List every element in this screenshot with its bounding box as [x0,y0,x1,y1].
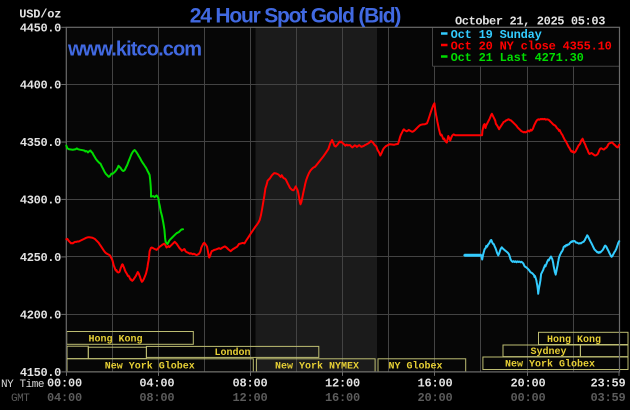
svg-text:03:59: 03:59 [590,391,625,405]
svg-text:USD/oz: USD/oz [19,8,61,22]
svg-text:London: London [214,347,250,359]
svg-text:Oct 19 Sunday: Oct 19 Sunday [451,28,542,42]
svg-text:16:00: 16:00 [417,377,452,391]
svg-text:Oct 20 NY close 4355.10: Oct 20 NY close 4355.10 [451,39,612,53]
svg-text:12:00: 12:00 [232,391,267,405]
svg-text:Sydney: Sydney [530,346,566,358]
svg-text:24 Hour Spot Gold (Bid): 24 Hour Spot Gold (Bid) [190,4,401,27]
svg-text:08:00: 08:00 [139,391,174,405]
svg-text:04:00: 04:00 [47,391,82,405]
svg-text:Oct 21 Last 4271.30: Oct 21 Last 4271.30 [451,51,584,65]
svg-text:New York Globex: New York Globex [505,359,595,371]
svg-text:20:00: 20:00 [417,391,452,405]
svg-text:08:00: 08:00 [232,377,267,391]
svg-text:16:00: 16:00 [325,391,360,405]
svg-text:NY Time: NY Time [1,379,44,391]
svg-text:4200.0: 4200.0 [20,309,61,323]
svg-text:NY Globex: NY Globex [388,360,442,372]
svg-text:4250.0: 4250.0 [20,251,61,265]
svg-text:New York Globex: New York Globex [105,360,195,372]
svg-text:4150.0: 4150.0 [20,366,61,380]
svg-text:www.kitco.com: www.kitco.com [67,39,201,61]
svg-text:23:59: 23:59 [590,377,625,391]
svg-text:20:00: 20:00 [510,377,545,391]
svg-text:4450.0: 4450.0 [20,22,61,36]
svg-text:4300.0: 4300.0 [20,194,61,208]
svg-text:October 21, 2025 05:03: October 21, 2025 05:03 [455,14,605,28]
svg-text:4350.0: 4350.0 [20,136,61,150]
svg-text:04:00: 04:00 [139,377,174,391]
svg-text:Hong Kong: Hong Kong [547,335,601,346]
svg-text:4400.0: 4400.0 [20,79,61,93]
svg-text:00:00: 00:00 [510,391,545,405]
svg-text:GMT: GMT [11,393,30,405]
svg-text:Hong Kong: Hong Kong [88,335,142,346]
svg-text:New York NYMEX: New York NYMEX [275,360,359,372]
svg-text:12:00: 12:00 [325,377,360,391]
svg-text:00:00: 00:00 [47,377,82,391]
